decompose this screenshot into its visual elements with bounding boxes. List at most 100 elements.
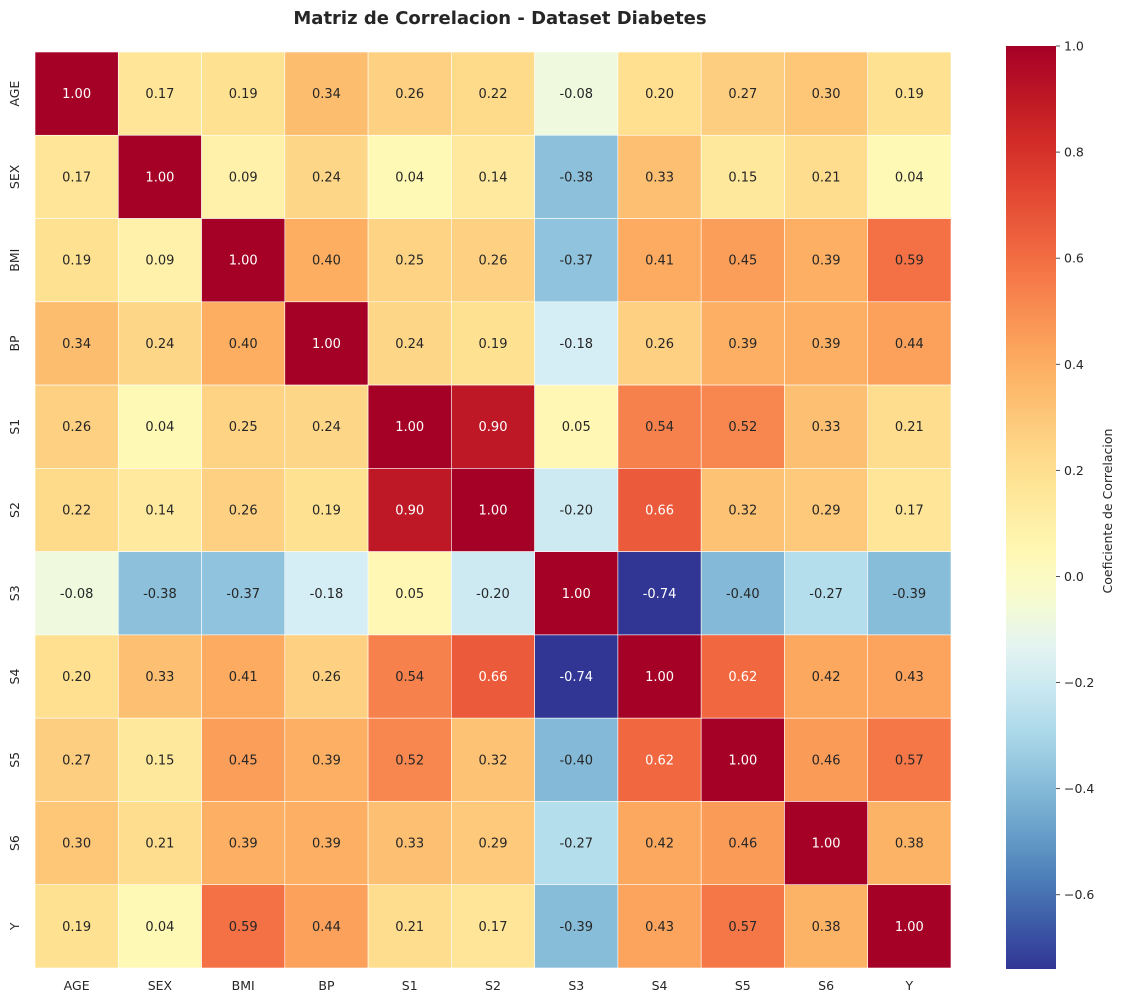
heatmap-cell-value: 0.42 — [812, 670, 841, 685]
heatmap-cell — [34, 301, 119, 386]
heatmap-cell — [784, 717, 869, 802]
heatmap-cell-value: 1.00 — [62, 87, 91, 102]
colorbar-label: Coeficiente de Correlacion — [1100, 429, 1115, 594]
heatmap-cell-value: 1.00 — [479, 504, 508, 519]
heatmap-cell — [534, 134, 619, 219]
heatmap-cell-value: 0.25 — [229, 420, 258, 435]
heatmap-cell-value: -0.18 — [310, 587, 344, 602]
heatmap-cell-value: 0.66 — [645, 504, 674, 519]
heatmap-cell — [700, 884, 785, 969]
heatmap-cell — [201, 551, 286, 636]
heatmap-cell-value: 0.40 — [229, 337, 258, 352]
heatmap-cell-value: 0.26 — [312, 670, 341, 685]
y-tick-label: S2 — [7, 502, 22, 518]
heatmap-cell-value: -0.74 — [559, 670, 593, 685]
heatmap-cell — [784, 134, 869, 219]
colorbar-tick-label: 0.6 — [1064, 251, 1084, 266]
heatmap-cell-value: 0.19 — [62, 920, 91, 935]
colorbar-tick-label: 0.4 — [1064, 357, 1084, 372]
heatmap-cell-value: 0.39 — [812, 337, 841, 352]
heatmap-cell — [201, 801, 286, 886]
heatmap-cell-value: 0.19 — [895, 87, 924, 102]
heatmap-cell — [451, 634, 535, 719]
heatmap-cell — [451, 468, 535, 552]
heatmap-cell — [700, 801, 785, 886]
heatmap-cell-value: 0.21 — [145, 837, 174, 852]
heatmap-cell — [284, 51, 369, 136]
colorbar-gradient — [1006, 46, 1056, 969]
heatmap-cell — [700, 301, 785, 386]
heatmap-cell — [201, 51, 286, 136]
heatmap-cell — [284, 634, 369, 719]
heatmap-cell — [700, 218, 785, 303]
y-tick-label: AGE — [7, 81, 22, 107]
heatmap-cell — [534, 551, 619, 636]
heatmap-cell — [34, 801, 119, 886]
heatmap-cell-value: 0.66 — [479, 670, 508, 685]
heatmap-cell-value: 0.45 — [728, 254, 757, 269]
heatmap-cell-value: -0.40 — [726, 587, 760, 602]
heatmap-cell — [867, 468, 952, 552]
heatmap-cell — [117, 134, 202, 219]
heatmap-cell — [867, 884, 952, 969]
y-tick-label: S6 — [7, 835, 22, 851]
heatmap-cell — [617, 801, 702, 886]
heatmap-cell-value: 0.25 — [395, 254, 424, 269]
colorbar-tick-label: 1.0 — [1064, 39, 1084, 54]
heatmap-cell-value: 0.39 — [312, 837, 341, 852]
heatmap-cell-value: 0.90 — [479, 420, 508, 435]
heatmap-cell-value: 0.17 — [479, 920, 508, 935]
heatmap-cell — [617, 51, 702, 136]
heatmap-cell — [784, 884, 869, 969]
heatmap-cell — [201, 884, 286, 969]
heatmap-cell-value: -0.27 — [809, 587, 843, 602]
heatmap-cell — [784, 384, 869, 469]
heatmap-cell — [867, 717, 952, 802]
heatmap-cell — [34, 717, 119, 802]
heatmap-cell — [451, 884, 535, 969]
heatmap-cell — [784, 634, 869, 719]
heatmap-cell-value: 0.52 — [395, 753, 424, 768]
heatmap-cell — [617, 634, 702, 719]
heatmap-cell-value: 0.44 — [312, 920, 341, 935]
heatmap-cell — [367, 634, 452, 719]
heatmap-cell-value: 0.05 — [562, 420, 591, 435]
heatmap-cell-value: 0.30 — [812, 87, 841, 102]
heatmap-cell — [867, 134, 952, 219]
heatmap-cell-value: 0.09 — [145, 254, 174, 269]
heatmap-cell-value: 0.15 — [728, 170, 757, 185]
heatmap-cell-value: 0.21 — [812, 170, 841, 185]
heatmap-cell-value: 0.24 — [312, 420, 341, 435]
heatmap-cell — [700, 468, 785, 552]
heatmap-cell — [617, 551, 702, 636]
heatmap-cell-value: 0.19 — [229, 87, 258, 102]
heatmap-cell — [534, 301, 619, 386]
heatmap-cell-value: 0.29 — [479, 837, 508, 852]
heatmap-cell-value: 0.04 — [145, 920, 174, 935]
heatmap-cell — [617, 884, 702, 969]
heatmap-cell — [867, 218, 952, 303]
heatmap-cell-value: 0.33 — [145, 670, 174, 685]
heatmap-cell — [284, 717, 369, 802]
heatmap-cell-value: -0.37 — [559, 254, 593, 269]
heatmap-cell — [284, 384, 369, 469]
colorbar-tick-label: −0.2 — [1064, 675, 1094, 690]
heatmap-cell-value: 0.45 — [229, 753, 258, 768]
heatmap-cell — [451, 218, 535, 303]
heatmap-cell-value: 0.39 — [728, 337, 757, 352]
heatmap-cell-value: -0.18 — [559, 337, 593, 352]
heatmap-cell-value: 0.40 — [312, 254, 341, 269]
heatmap-cell-value: 0.05 — [395, 587, 424, 602]
heatmap-cell-value: 0.20 — [645, 87, 674, 102]
y-tick-label: SEX — [7, 164, 22, 189]
heatmap-cell-value: 0.21 — [895, 420, 924, 435]
heatmap-cell-value: 0.21 — [395, 920, 424, 935]
heatmap-cell — [34, 51, 119, 136]
x-tick-label: SEX — [148, 978, 173, 993]
heatmap-cell-value: 1.00 — [728, 753, 757, 768]
heatmap-cell — [34, 551, 119, 636]
heatmap-cell-value: 0.33 — [395, 837, 424, 852]
heatmap-cell — [700, 134, 785, 219]
heatmap-cell — [867, 801, 952, 886]
